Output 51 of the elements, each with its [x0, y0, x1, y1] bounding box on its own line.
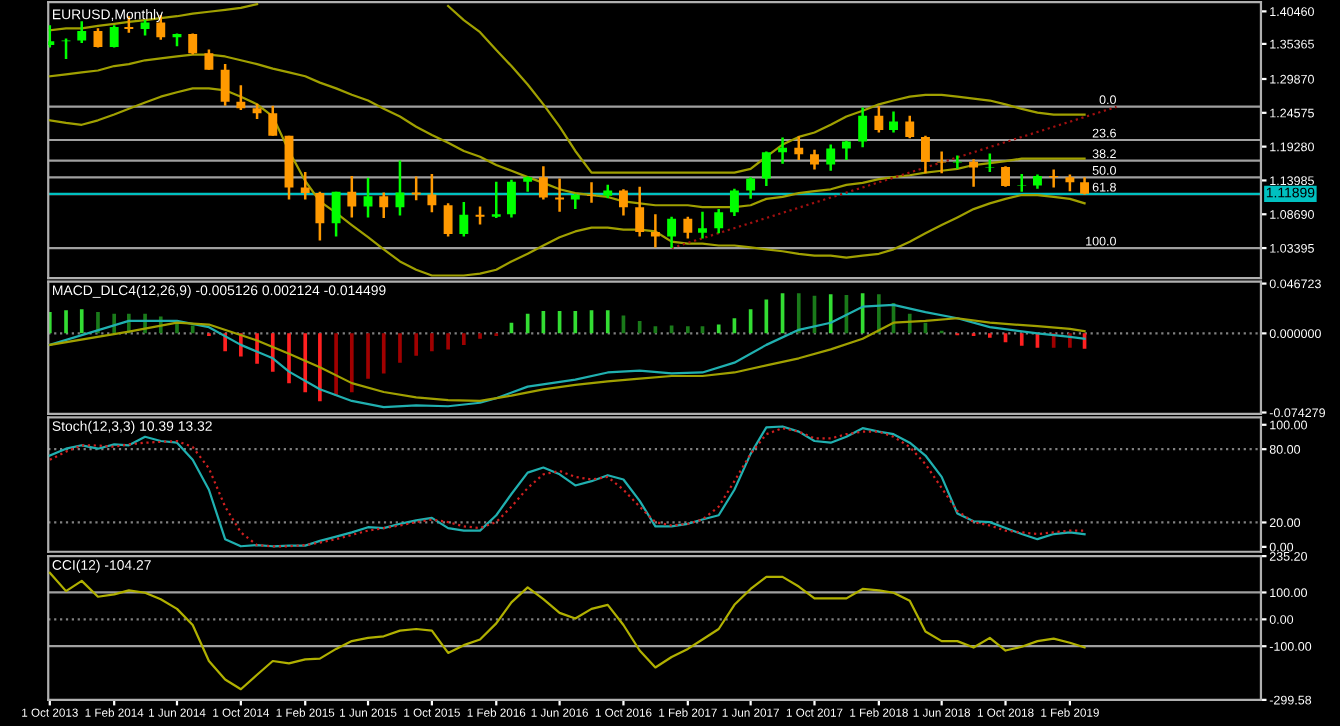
candlestick: [491, 180, 501, 220]
candlestick: [443, 202, 453, 238]
candlestick: [268, 104, 278, 137]
candlestick: [93, 27, 103, 49]
candlestick: [714, 207, 724, 235]
candlestick: [921, 134, 930, 175]
line-series: [48, 571, 1086, 691]
line-series: [48, 303, 1086, 409]
candlestick: [331, 190, 341, 238]
candlestick: [761, 150, 771, 188]
candlestick: [650, 212, 660, 249]
candlestick: [619, 188, 628, 217]
candlestick: [77, 20, 87, 45]
candlestick: [1017, 172, 1027, 194]
candlestick: [635, 185, 645, 238]
candlestick: [427, 172, 437, 214]
candlestick: [204, 48, 214, 72]
candlestick: [729, 187, 739, 218]
candlestick: [698, 210, 707, 240]
line-series: [48, 317, 1086, 403]
candlestick: [555, 177, 565, 213]
candlestick: [395, 159, 405, 217]
candlestick: [874, 105, 884, 134]
candlestick: [188, 32, 198, 56]
candlestick: [905, 114, 915, 140]
candlestick: [794, 135, 804, 162]
candlestick: [459, 200, 469, 238]
candlestick: [506, 178, 516, 219]
candlestick: [1001, 165, 1010, 188]
candlestick: [411, 175, 421, 202]
candlestick: [109, 23, 119, 49]
candlestick: [683, 215, 693, 240]
candlestick: [746, 175, 756, 201]
candlestick: [315, 190, 325, 242]
candlestick: [61, 37, 71, 61]
candlestick: [858, 106, 868, 149]
candlestick: [379, 191, 389, 220]
candlestick: [969, 158, 979, 188]
candlestick: [538, 165, 548, 201]
candlestick: [236, 83, 246, 112]
candlestick: [300, 170, 310, 201]
candlestick: [826, 143, 836, 173]
candlestick: [347, 174, 357, 219]
candlestick: [985, 152, 995, 174]
candlestick: [363, 176, 373, 219]
candlestick: [778, 136, 788, 165]
candlestick: [810, 148, 819, 171]
candlestick: [889, 110, 898, 134]
candlestick: [587, 181, 596, 204]
candlestick: [220, 62, 230, 107]
candlestick: [667, 215, 677, 250]
